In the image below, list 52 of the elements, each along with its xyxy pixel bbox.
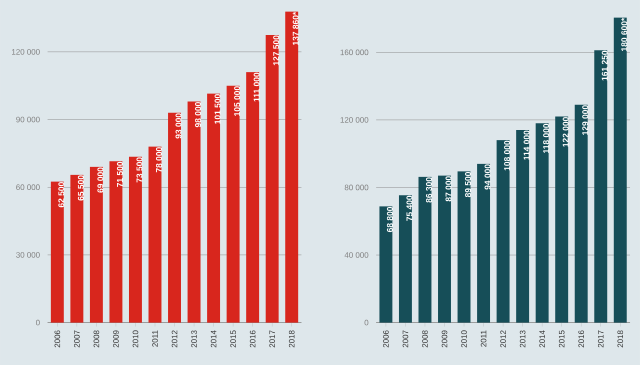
bar — [109, 161, 122, 322]
data-label: 65 500 — [78, 175, 84, 200]
bar — [438, 175, 451, 322]
data-label: 89 500 — [465, 172, 471, 197]
data-label: 98 000 — [195, 102, 202, 127]
bar — [458, 171, 470, 322]
bar — [168, 112, 181, 322]
bar — [574, 104, 588, 322]
data-label: 75 400 — [406, 196, 412, 221]
data-label: 111 000 — [254, 72, 260, 102]
bar — [70, 174, 84, 322]
bar — [477, 164, 490, 322]
bar — [614, 17, 627, 322]
data-label: 108 000 — [504, 140, 510, 170]
data-label: 78 000 — [156, 146, 162, 172]
bar — [379, 206, 392, 322]
data-label: 93 000 — [176, 113, 182, 138]
data-label: 105 000 — [234, 86, 240, 116]
data-label: 122 000 — [562, 116, 569, 146]
bar — [226, 86, 240, 322]
data-label: 71 500 — [116, 162, 123, 187]
data-label: 161 250 — [602, 50, 608, 80]
data-label: 114 000 — [524, 130, 530, 160]
data-label: 101 500 — [214, 94, 221, 124]
bar — [246, 72, 260, 322]
bar — [555, 116, 568, 322]
data-label: 94 000 — [484, 164, 491, 190]
bar — [536, 123, 549, 322]
bar — [50, 181, 64, 322]
bar — [188, 101, 201, 322]
data-label: 87 000 — [446, 176, 452, 202]
bar — [418, 176, 432, 322]
bar — [90, 166, 103, 322]
bar — [148, 146, 162, 322]
bar — [516, 130, 530, 322]
bar — [266, 34, 279, 322]
data-label: 180 600* — [621, 18, 628, 51]
bar — [496, 140, 510, 322]
data-label: 62 500 — [58, 182, 64, 208]
data-label: 73 500 — [136, 157, 142, 182]
data-label: 127 500 — [273, 35, 280, 65]
bar — [207, 93, 220, 322]
bar — [398, 195, 412, 322]
data-label: 137 860* — [292, 12, 299, 45]
data-label: 86 300 — [426, 177, 432, 202]
data-label: 129 000 — [582, 105, 588, 135]
bar — [285, 11, 298, 322]
bar — [594, 50, 608, 322]
bar — [128, 156, 142, 322]
data-label: 118 000 — [543, 124, 550, 153]
data-label: 68 800 — [386, 206, 393, 232]
data-label: 69 000 — [97, 167, 104, 192]
